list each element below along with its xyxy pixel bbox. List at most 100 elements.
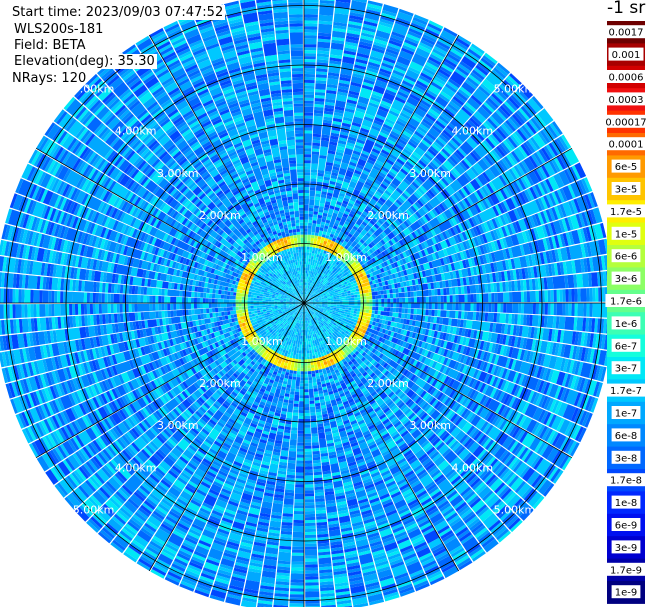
ray-gates — [237, 315, 250, 321]
ray-gates — [7, 303, 304, 335]
ray-gates — [100, 353, 257, 518]
ray-gates — [249, 337, 254, 342]
ray-gates — [369, 306, 373, 310]
ray-gates — [365, 292, 370, 297]
ray-gates — [56, 111, 246, 260]
ray-gates — [366, 299, 370, 303]
ray-gates — [363, 319, 368, 323]
ray-gates — [318, 216, 574, 300]
ray-gates — [357, 327, 364, 333]
ray-gates — [26, 342, 204, 424]
ray-gates — [0, 288, 301, 303]
ray-gates — [304, 14, 429, 303]
ray-gates — [373, 142, 533, 256]
ray-gates — [320, 236, 325, 241]
ray — [97, 63, 305, 303]
range-label: 3.00km — [409, 419, 451, 432]
ray-gates — [242, 308, 304, 603]
ray-gates — [198, 23, 278, 226]
ray — [36, 303, 304, 472]
ray-gates — [227, 15, 304, 303]
ray — [256, 0, 304, 304]
ray-gates — [10, 226, 304, 303]
ray-gates — [58, 113, 286, 289]
ray-gates — [103, 311, 297, 537]
ray-gates — [74, 85, 252, 254]
ray — [15, 303, 305, 429]
ray-gates — [272, 0, 304, 303]
ray-gates — [90, 372, 239, 529]
ray-gates — [309, 309, 479, 527]
ray-gates — [306, 92, 525, 301]
ray-gates — [304, 305, 352, 607]
ray-gates — [304, 303, 610, 367]
ray-gates — [22, 320, 224, 378]
ray-gates — [18, 274, 284, 302]
ray-gates — [307, 303, 608, 318]
ray-gates — [306, 308, 419, 567]
ray-gates — [375, 303, 614, 318]
ray-gates — [309, 270, 613, 303]
ray-gates — [366, 295, 373, 300]
ray — [15, 178, 305, 303]
ray-gates — [18, 307, 219, 333]
ray-gates — [363, 299, 373, 303]
ray-gates — [97, 360, 256, 544]
ray-gates — [244, 333, 255, 341]
colorbar-label: 1.7e-9 — [610, 565, 642, 576]
ray-gates — [238, 318, 248, 325]
ray-gates — [341, 347, 350, 356]
ray-gates — [111, 305, 303, 528]
ray-gates — [359, 311, 363, 316]
ray — [97, 303, 304, 544]
ray-gates — [114, 358, 262, 549]
ray-gates — [255, 252, 266, 263]
ray-gates — [229, 372, 290, 592]
ray-gates — [335, 348, 343, 358]
ray-gates — [304, 404, 320, 607]
ray-gates — [294, 361, 298, 369]
ray-gates — [365, 330, 587, 443]
ray-gates — [215, 331, 297, 585]
ray-gates — [343, 254, 351, 261]
ray-gates — [304, 303, 575, 374]
ray-gates — [289, 317, 304, 604]
ray-gates — [368, 324, 587, 409]
ray-gates — [335, 62, 511, 266]
ray-gates — [304, 11, 413, 303]
ray-gates — [360, 306, 364, 309]
ray-gates — [196, 17, 304, 301]
ray-gates — [346, 338, 358, 349]
ray-gates — [300, 368, 304, 372]
ray-gates — [375, 306, 596, 333]
ray — [304, 303, 445, 586]
ray-gates — [110, 305, 303, 554]
ray-gates — [363, 306, 370, 310]
ray-gates — [31, 185, 305, 303]
colorbar-unit: -1 sr — [607, 0, 646, 18]
ray-gates — [159, 46, 261, 221]
ray-gates — [138, 405, 243, 569]
ray-gates — [10, 327, 232, 414]
ray — [21, 163, 305, 303]
ray-gates — [259, 305, 304, 593]
ray-gates — [306, 303, 585, 408]
ray-gates — [289, 32, 304, 229]
ray — [304, 303, 385, 606]
ray-gates — [314, 235, 318, 239]
ray — [304, 303, 511, 543]
ray-gates — [209, 373, 285, 602]
ray-gates — [322, 321, 513, 521]
ray-gates — [389, 271, 610, 299]
ray-gates — [195, 305, 304, 595]
ray — [122, 44, 305, 303]
ray-gates — [180, 305, 303, 590]
ray-gates — [0, 303, 299, 352]
ray-gates — [327, 387, 397, 593]
ray-gates — [304, 362, 308, 366]
ray-gates — [329, 352, 339, 364]
ray-gates — [353, 270, 363, 278]
ray-gates — [313, 241, 317, 245]
ray-gates — [304, 161, 556, 303]
ray-gates — [336, 248, 343, 255]
